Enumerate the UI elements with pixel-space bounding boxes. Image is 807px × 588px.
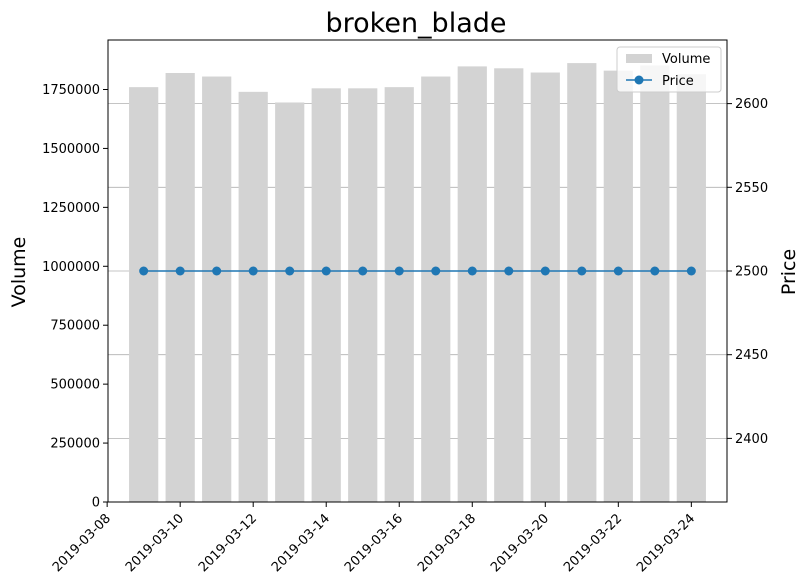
price-point	[686, 266, 696, 276]
y-left-tick-label: 750000	[50, 319, 100, 334]
volume-bar	[275, 102, 305, 502]
price-point	[139, 266, 149, 276]
price-point	[285, 266, 295, 276]
y-right-tick-label: 2400	[735, 432, 768, 447]
price-point	[248, 266, 258, 276]
volume-bars	[129, 63, 706, 503]
price-point	[431, 266, 441, 276]
price-point	[212, 266, 222, 276]
y-left-tick-label: 1750000	[42, 83, 100, 98]
y-axis-right: 2400 2450 2500 2550 2600	[727, 97, 768, 447]
volume-bar	[202, 76, 232, 503]
x-tick-label: 2019-03-10	[123, 511, 187, 575]
y-right-tick-label: 2550	[735, 181, 768, 196]
x-tick-label: 2019-03-14	[269, 511, 333, 575]
price-line	[139, 266, 696, 276]
y-left-tick-label: 250000	[50, 437, 100, 452]
volume-bar	[238, 91, 268, 502]
price-point	[540, 266, 550, 276]
volume-bar	[530, 72, 560, 503]
price-point	[613, 266, 623, 276]
volume-bar	[640, 65, 670, 502]
x-axis: 2019-03-08 2019-03-10 2019-03-12 2019-03-14…	[50, 502, 698, 575]
volume-bar	[311, 88, 341, 503]
legend-swatch-volume	[626, 54, 652, 63]
price-point	[577, 266, 587, 276]
y-axis-right-title: Price	[778, 249, 800, 295]
price-point	[467, 266, 477, 276]
y-right-tick-label: 2450	[735, 348, 768, 363]
y-left-tick-label: 1250000	[42, 201, 100, 216]
x-tick-label: 2019-03-18	[415, 511, 479, 575]
volume-bar	[165, 73, 195, 502]
y-axis-left-title: Volume	[8, 237, 30, 308]
y-left-tick-label: 1500000	[42, 142, 100, 157]
y-left-tick-label: 0	[92, 496, 100, 511]
legend-label-price: Price	[662, 74, 694, 89]
volume-bar	[457, 66, 487, 503]
y-axis-left: 0 250000 500000 750000 1000000 1250000 1500000…	[42, 83, 108, 511]
volume-bar	[603, 70, 633, 503]
volume-bar	[421, 76, 451, 503]
y-right-tick-label: 2600	[735, 97, 768, 112]
volume-bar	[676, 74, 706, 502]
x-tick-label: 2019-03-20	[488, 511, 552, 575]
volume-bar	[348, 88, 378, 503]
volume-bar	[567, 63, 597, 502]
price-point	[650, 266, 660, 276]
chart-title: broken_blade	[326, 8, 507, 39]
price-point	[394, 266, 404, 276]
y-left-tick-label: 1000000	[42, 260, 100, 275]
price-point	[358, 266, 368, 276]
price-point	[175, 266, 185, 276]
legend-marker-price	[634, 75, 644, 85]
volume-bar	[384, 87, 414, 503]
price-point	[321, 266, 331, 276]
x-tick-label: 2019-03-22	[561, 511, 625, 575]
x-tick-label: 2019-03-12	[196, 511, 260, 575]
legend-label-volume: Volume	[662, 52, 710, 67]
y-left-tick-label: 500000	[50, 378, 100, 393]
x-tick-label: 2019-03-16	[342, 511, 406, 575]
volume-bar	[129, 87, 159, 503]
x-tick-label: 2019-03-24	[634, 511, 698, 575]
legend: Volume Price	[616, 46, 722, 93]
x-tick-label: 2019-03-08	[50, 511, 114, 575]
volume-bar	[494, 68, 524, 503]
y-right-tick-label: 2500	[735, 265, 768, 280]
price-point	[504, 266, 514, 276]
